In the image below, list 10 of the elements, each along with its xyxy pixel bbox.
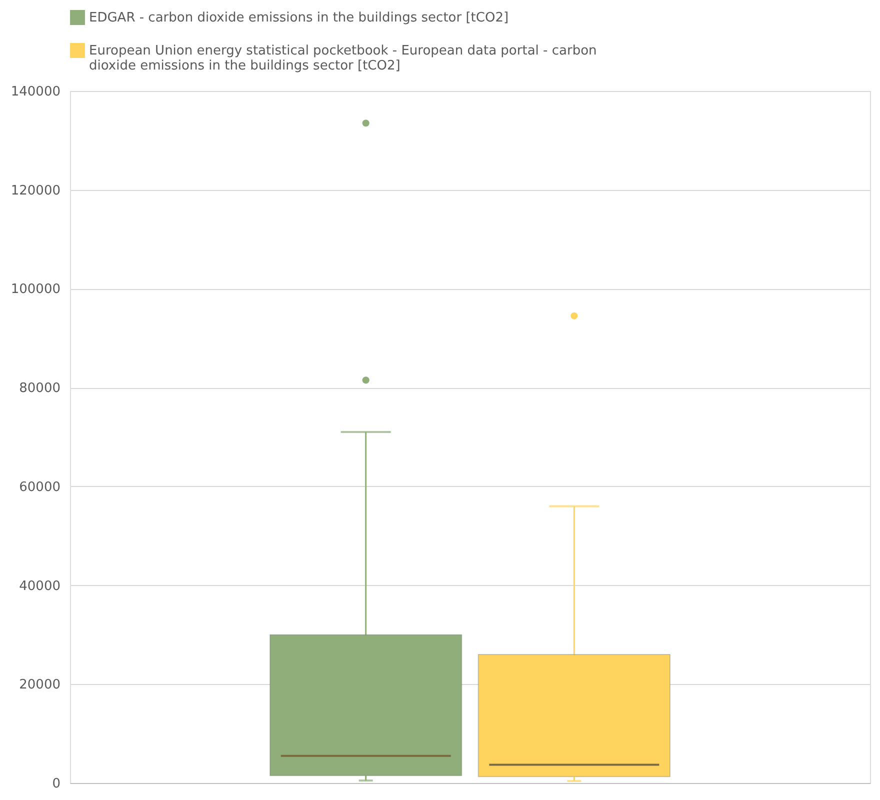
y-tick-label: 120000 — [10, 183, 60, 198]
y-tick-label: 0 — [52, 776, 60, 792]
y-tick-label: 60000 — [19, 480, 60, 495]
y-tick-label: 40000 — [19, 578, 60, 594]
legend-label: EDGAR - carbon dioxide emissions in the buildings sector [tCO2] — [89, 10, 509, 26]
y-tick-label: 100000 — [10, 282, 60, 298]
y-tick-label: 80000 — [19, 381, 60, 396]
y-tick-label: 20000 — [19, 678, 60, 693]
legend-label: European Union energy statistical pocketbook - European data portal - carbon dioxide emissions in the buildings sector [tCO2] — [89, 44, 597, 74]
y-tick-label: 140000 — [10, 84, 60, 100]
